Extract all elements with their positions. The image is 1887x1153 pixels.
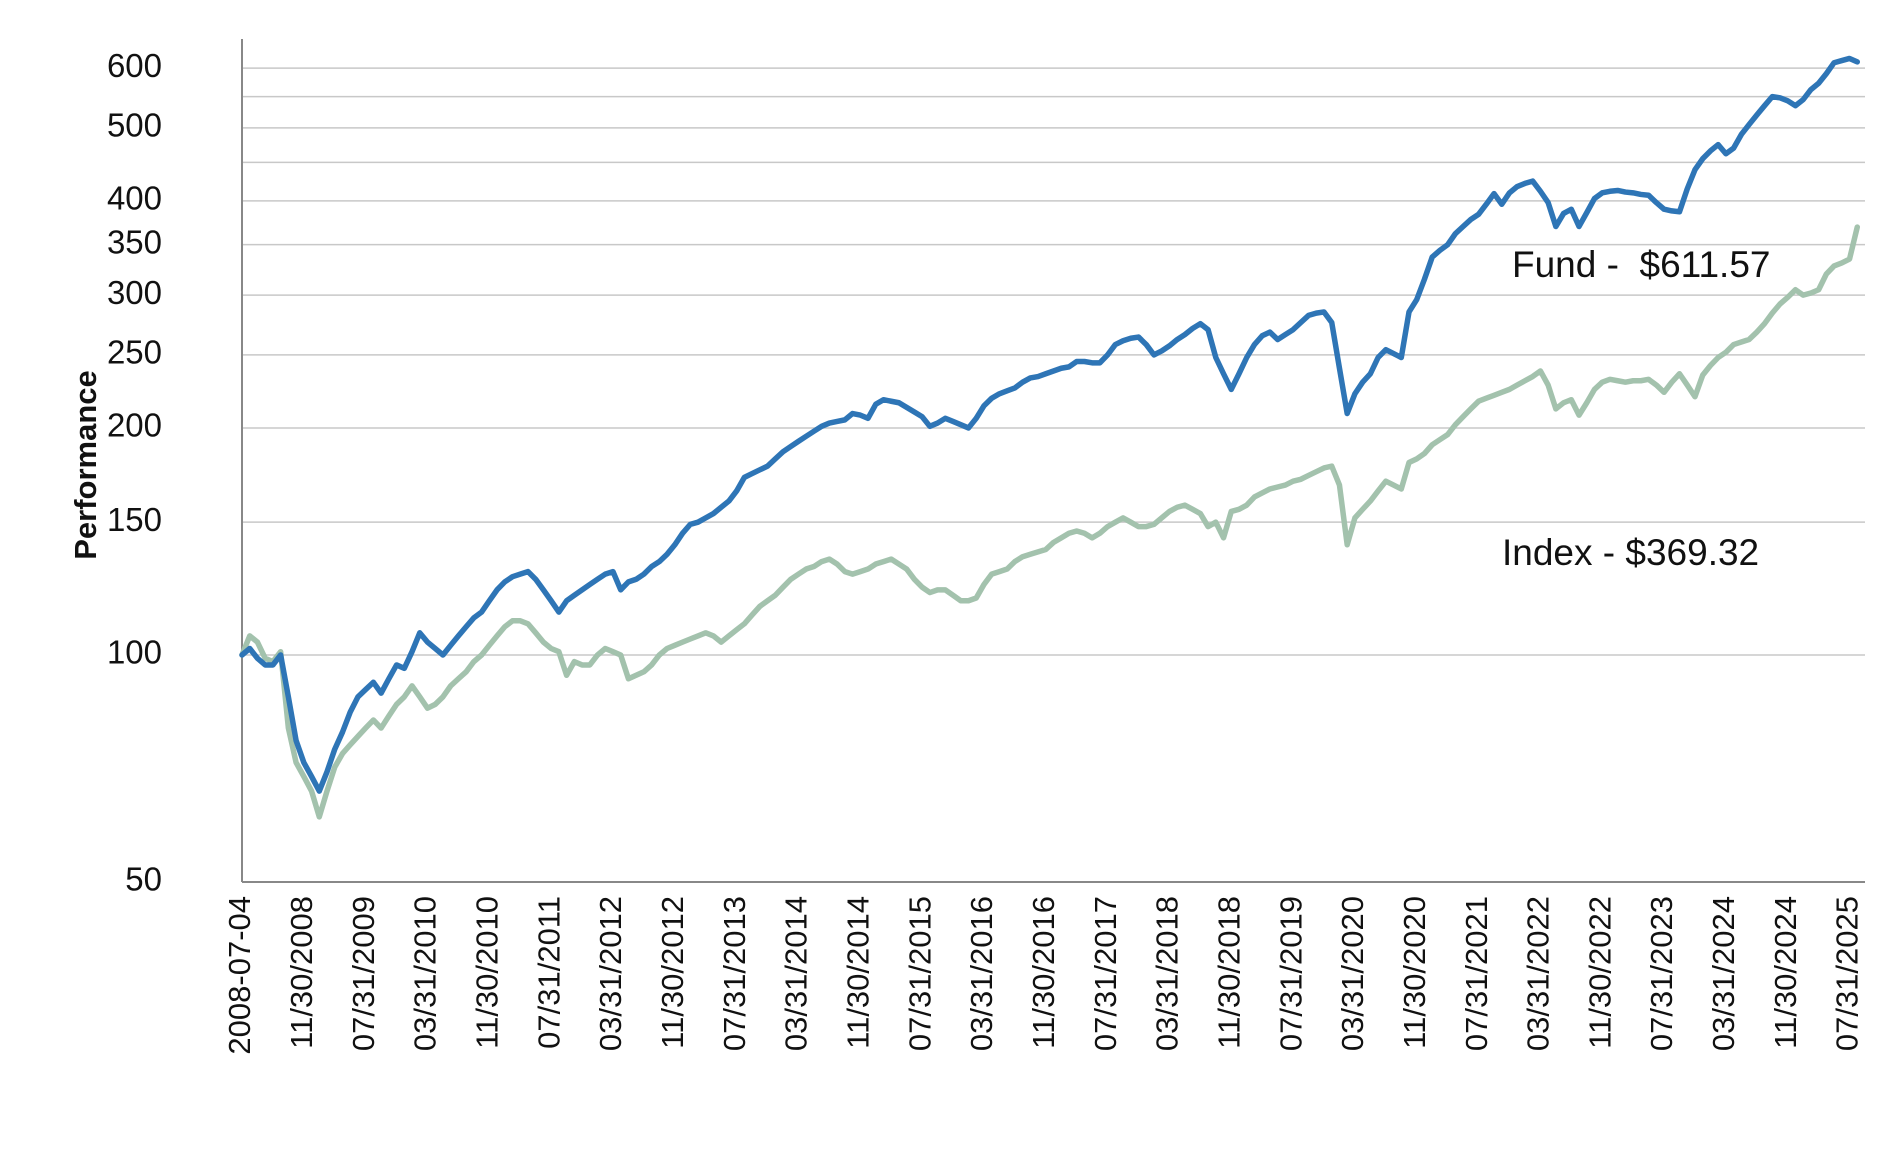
x-tick-label: 03/31/2016: [964, 896, 999, 1051]
x-tick-label: 03/31/2020: [1335, 896, 1370, 1051]
x-tick-label: 07/31/2017: [1088, 896, 1123, 1051]
annotation: Fund - $611.57: [1512, 244, 1771, 285]
y-tick-label: 200: [107, 407, 162, 444]
x-tick-label: 07/31/2009: [346, 896, 381, 1051]
x-tick-label: 07/31/2025: [1830, 896, 1865, 1051]
x-tick-label: 07/31/2019: [1273, 896, 1308, 1051]
y-tick-label: 50: [125, 861, 162, 898]
x-tick-label: 11/30/2012: [655, 896, 690, 1049]
x-tick-label: 03/31/2018: [1150, 896, 1185, 1051]
y-tick-label: 400: [107, 180, 162, 217]
x-tick-label: 03/31/2014: [779, 896, 814, 1051]
y-tick-label: 500: [107, 107, 162, 144]
x-tick-label: 03/31/2012: [593, 896, 628, 1051]
x-tick-label: 07/31/2011: [531, 896, 566, 1049]
y-tick-label: 100: [107, 634, 162, 671]
y-tick-label: 300: [107, 274, 162, 311]
series-line: [239, 224, 1861, 820]
x-tick-label: 03/31/2024: [1706, 896, 1741, 1051]
x-tick-label: 03/31/2010: [408, 896, 443, 1051]
x-tick-label: 03/31/2022: [1521, 896, 1556, 1051]
series-line: [239, 55, 1861, 794]
x-tick-label: 07/31/2013: [717, 896, 752, 1051]
x-tick-label: 07/31/2021: [1459, 896, 1494, 1051]
x-tick-label: 11/30/2018: [1211, 896, 1246, 1049]
y-tick-label: 150: [107, 501, 162, 538]
x-tick-label: 11/30/2020: [1397, 896, 1432, 1049]
x-tick-label: 11/30/2010: [470, 896, 505, 1049]
y-tick-label: 600: [107, 47, 162, 84]
y-axis-label: Performance: [68, 370, 103, 560]
x-tick-label: 11/30/2022: [1582, 896, 1617, 1049]
x-tick-label: 07/31/2023: [1644, 896, 1679, 1051]
x-tick-label: 2008-07-04: [222, 896, 257, 1055]
x-tick-label: 07/31/2015: [902, 896, 937, 1051]
x-tick-label: 11/30/2024: [1768, 896, 1803, 1049]
y-tick-label: 350: [107, 223, 162, 260]
x-tick-label: 11/30/2014: [840, 896, 875, 1049]
annotation: Index - $369.32: [1502, 532, 1759, 573]
y-tick-label: 250: [107, 334, 162, 371]
x-tick-label: 11/30/2016: [1026, 896, 1061, 1049]
x-tick-label: 11/30/2008: [284, 896, 319, 1049]
